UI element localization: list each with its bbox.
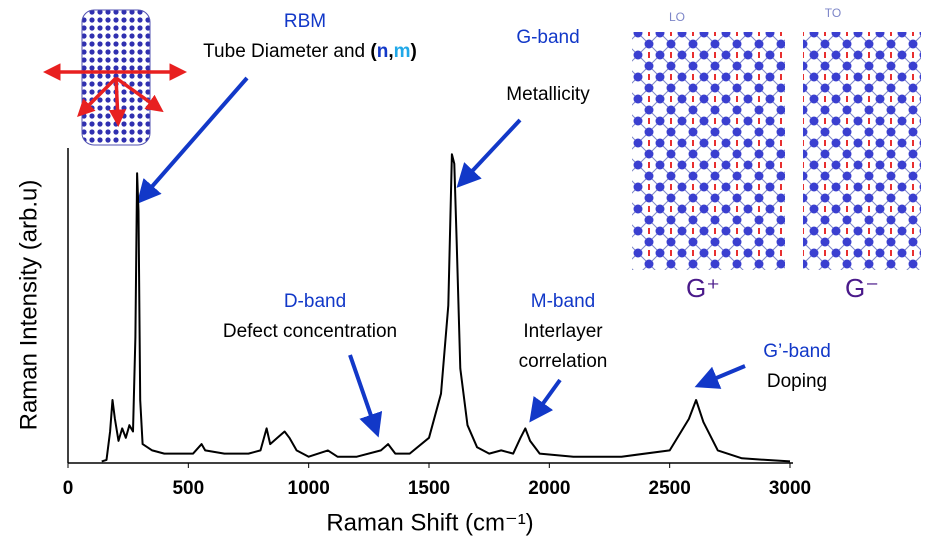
- x-tick-label: 2000: [528, 478, 570, 499]
- annotation-text: Tube Diameter and (n,m): [203, 41, 417, 62]
- annotation-text: Tube Diameter and: [203, 41, 365, 62]
- y-axis-label: Raman Intensity (arb.u): [15, 180, 42, 431]
- annotation-title: G’-band: [763, 341, 831, 362]
- x-tick-label: 3000: [769, 478, 811, 499]
- annotation-text: m: [394, 41, 411, 62]
- image-label: TO: [825, 6, 841, 20]
- image-label: LO: [669, 10, 685, 24]
- x-tick-label: 1000: [288, 478, 330, 499]
- x-tick-label: 500: [172, 478, 204, 499]
- image-label: G⁺: [686, 273, 720, 303]
- annotation-text: Defect concentration: [223, 321, 397, 342]
- annotation-title: M-band: [531, 291, 595, 312]
- x-tick-label: 1500: [408, 478, 450, 499]
- annotation-text: n: [377, 41, 389, 62]
- x-axis-label: Raman Shift (cm⁻¹): [326, 509, 533, 536]
- nanotube-image: [50, 10, 180, 145]
- annotation-text: Metallicity: [506, 84, 590, 105]
- image-label: G⁻: [845, 273, 879, 303]
- annotation-text: Doping: [767, 371, 827, 392]
- annotation-title: D-band: [284, 291, 346, 312]
- annotation-title: RBM: [284, 11, 326, 32]
- to-mode-image: [803, 32, 921, 270]
- annotation-title: G-band: [516, 27, 579, 48]
- annotation-text: ): [411, 41, 417, 62]
- x-tick-label: 0: [63, 478, 74, 499]
- annotation-text: correlation: [519, 351, 608, 372]
- lo-mode-image: [632, 32, 785, 270]
- chart: LO TO G⁺ G⁻ Raman Intensity (arb.u) Rama…: [0, 0, 927, 541]
- annotation-text: Interlayer: [523, 321, 603, 342]
- x-tick-label: 2500: [649, 478, 691, 499]
